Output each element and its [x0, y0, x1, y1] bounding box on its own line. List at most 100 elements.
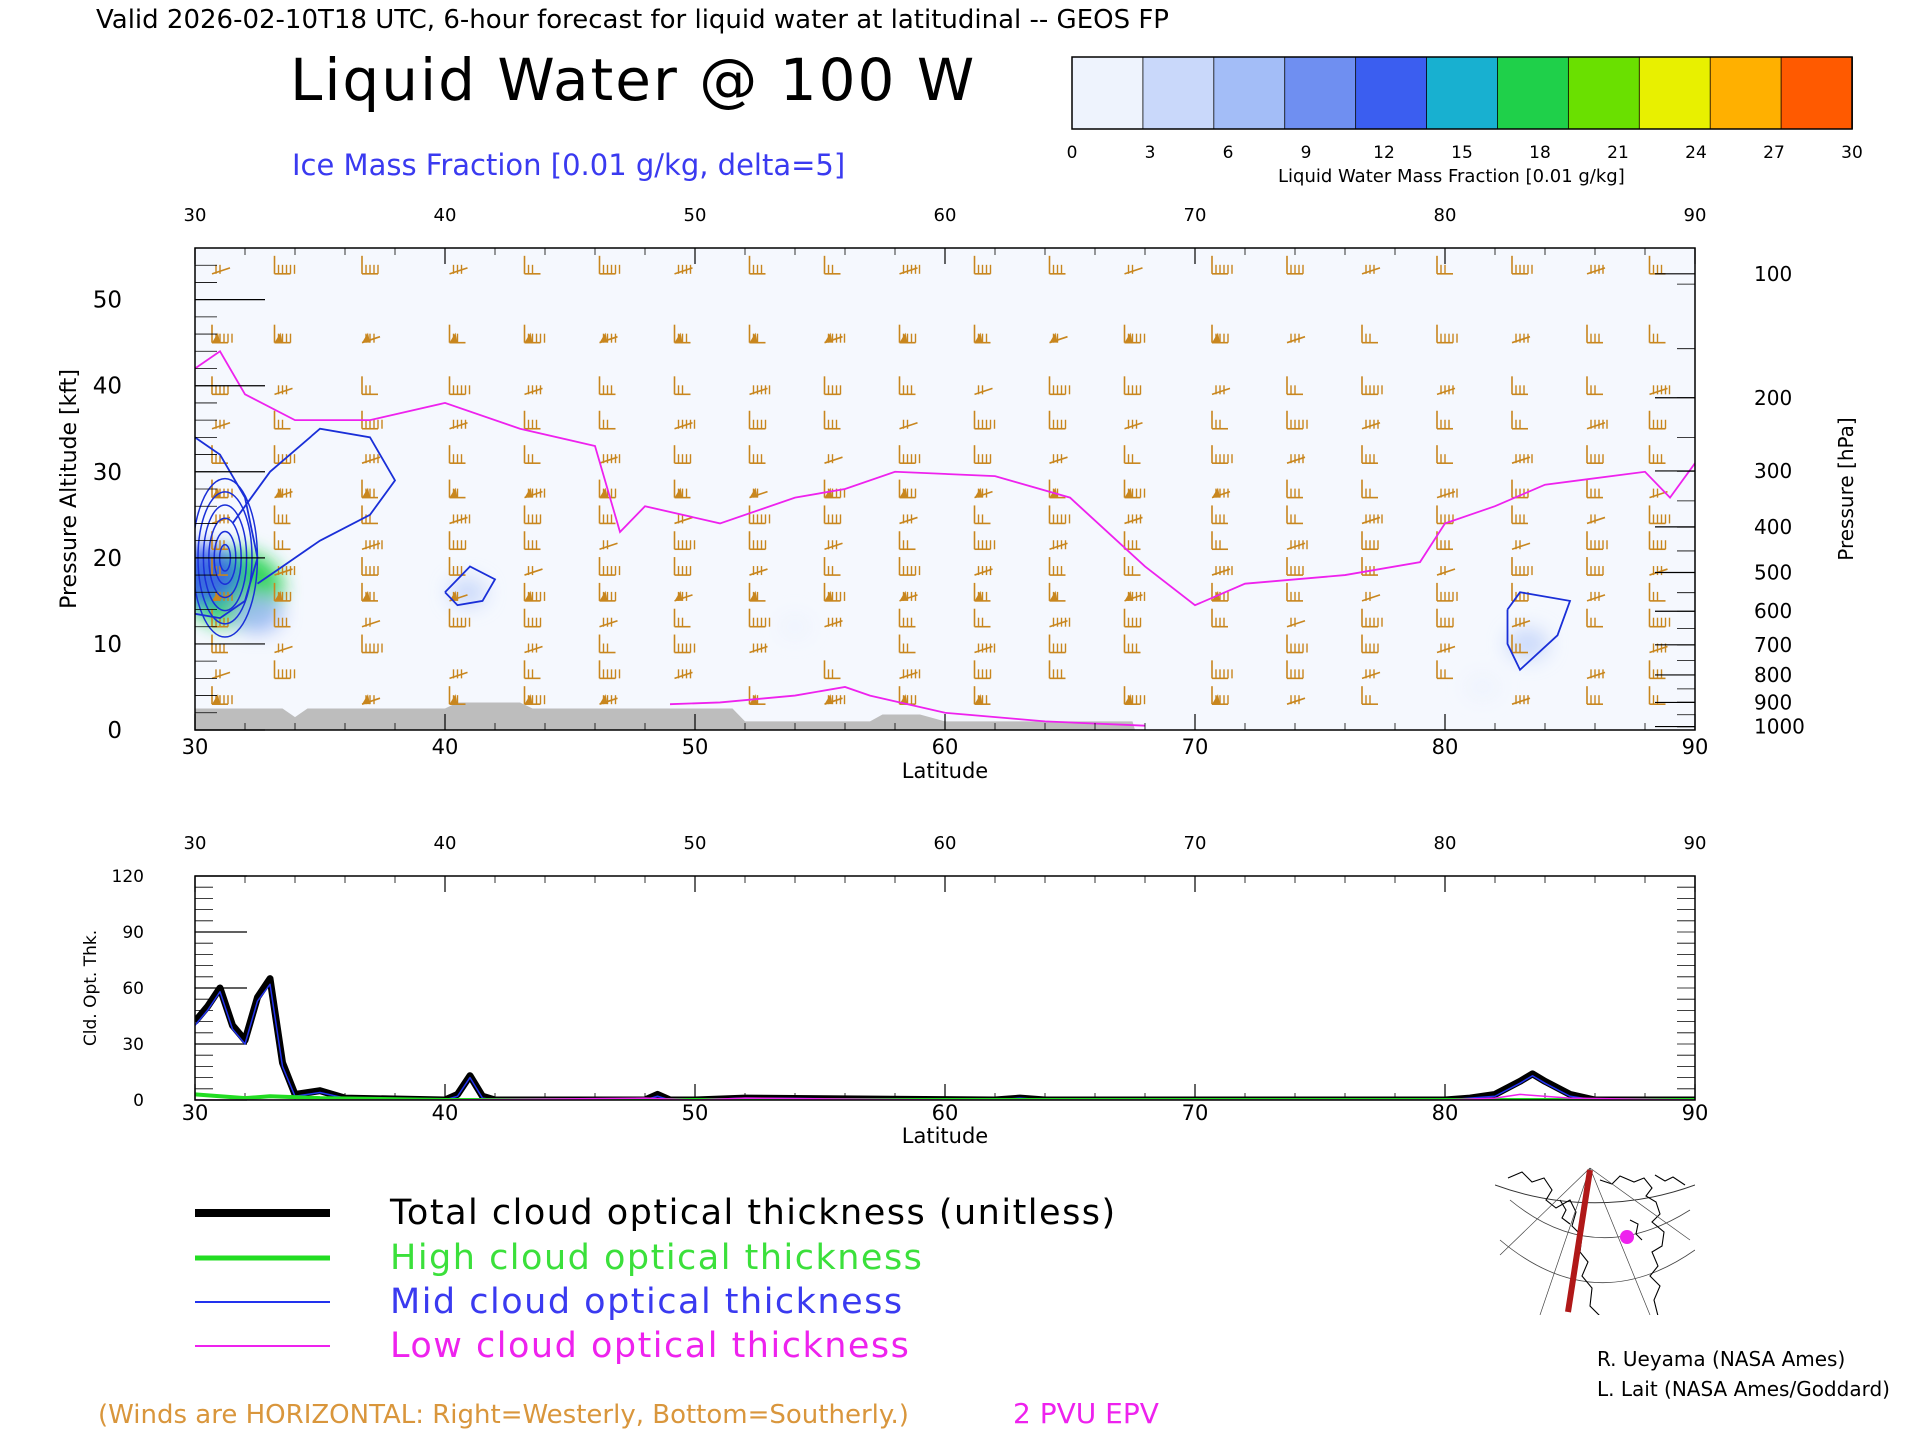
colorbar-tick-labels: 0 3 6 9 12 15 18 21 24 27 30 — [1067, 143, 1863, 163]
epv-lines — [195, 349, 1695, 727]
wind-barb — [673, 376, 691, 396]
wind-barb — [1123, 634, 1141, 654]
wind-barb — [1361, 514, 1383, 525]
wind-barb — [1048, 557, 1066, 576]
wind-barb — [361, 479, 378, 499]
wind-barb — [974, 643, 996, 654]
wind-barb — [673, 634, 696, 654]
top-x-tick-label: 70 — [1182, 735, 1209, 759]
wind-barb — [1123, 479, 1146, 499]
wind-barb — [523, 660, 541, 680]
wind-barb — [1436, 566, 1456, 576]
top-x-tick-label-upper: 80 — [1434, 205, 1457, 226]
wind-barb — [523, 324, 546, 344]
plot-title: Liquid Water @ 100 W — [290, 46, 976, 114]
top-y-tick-label: 50 — [93, 288, 122, 314]
bottom-y-tick-label: 60 — [122, 979, 144, 999]
wind-barb — [1211, 487, 1231, 499]
wind-barb — [898, 634, 916, 654]
wind-barb — [1049, 332, 1068, 344]
wind-barb — [1511, 255, 1533, 275]
wind-barb — [973, 255, 992, 275]
wind-barb — [1436, 608, 1454, 628]
wind-barb — [1286, 695, 1306, 705]
ice-contour — [444, 565, 497, 607]
top-x-tick-label-upper: 70 — [1184, 205, 1207, 226]
wind-barb — [449, 514, 471, 525]
wind-barb — [1586, 514, 1606, 525]
wind-barb — [749, 385, 771, 396]
wind-barb — [1049, 454, 1068, 464]
wind-barb — [1361, 264, 1381, 275]
wind-barb — [361, 582, 378, 602]
wind-barb — [599, 694, 618, 705]
wind-barb — [1286, 617, 1306, 628]
wind-barb — [674, 590, 693, 602]
wind-barb — [749, 487, 768, 499]
wind-barb — [1511, 410, 1528, 430]
top-xlabel: Latitude — [902, 759, 988, 783]
wind-barb — [973, 660, 992, 680]
wind-barb — [1436, 324, 1458, 344]
wind-barb — [598, 505, 616, 525]
bottom-x-tick-label: 60 — [932, 1101, 959, 1125]
pressure-tick-label: 400 — [1754, 515, 1792, 539]
epv-2pvu-line — [195, 349, 1695, 607]
wind-barb — [599, 454, 621, 464]
bottom-x-tick-label-upper: 70 — [1184, 833, 1207, 854]
top-x-tick-label-upper: 50 — [684, 205, 707, 226]
wind-barb — [1211, 324, 1229, 344]
wind-barb — [674, 669, 693, 680]
colorbar-tick-label: 18 — [1529, 143, 1551, 163]
wind-barb — [1361, 634, 1379, 654]
pressure-tick-label: 900 — [1754, 690, 1792, 714]
wind-barb — [1586, 376, 1603, 396]
wind-barb — [823, 660, 841, 680]
wind-barb — [1211, 566, 1233, 576]
credit-2: L. Lait (NASA Ames/Goddard) — [1597, 1377, 1890, 1401]
wind-barb — [1361, 669, 1381, 680]
wind-barb — [361, 557, 379, 576]
bottom-x-tick-label-upper: 80 — [1434, 833, 1457, 854]
pressure-tick-label: 300 — [1754, 459, 1792, 483]
wind-barb — [1123, 376, 1142, 396]
wind-barb — [598, 660, 621, 680]
wind-barb — [1511, 634, 1528, 654]
wind-barb — [1123, 445, 1141, 464]
wind-barb — [1511, 617, 1531, 628]
top-x-tick-label: 80 — [1432, 735, 1459, 759]
wind-barb — [273, 531, 291, 551]
colorbar-tick-label: 15 — [1451, 143, 1473, 163]
wind-barb — [599, 332, 618, 344]
top-x-tick-label: 40 — [432, 735, 459, 759]
wind-barb — [1361, 419, 1381, 430]
map-parallel-2 — [1499, 1239, 1695, 1283]
wind-barb — [1286, 454, 1306, 464]
wind-barb — [1049, 617, 1071, 628]
series-line-total — [195, 975, 1695, 1100]
wind-barb — [1211, 531, 1228, 551]
wind-barb — [1511, 695, 1531, 705]
wind-barb — [361, 454, 381, 464]
colorbar-cell — [1071, 56, 1144, 130]
wind-barb — [274, 487, 293, 499]
wind-barb — [748, 531, 767, 551]
wind-barb — [448, 479, 466, 499]
wind-barb — [823, 410, 841, 430]
wind-barb — [1436, 445, 1453, 464]
series-line-mid — [195, 983, 1695, 1100]
panel-background — [195, 248, 1695, 730]
wind-barb — [898, 376, 916, 396]
wind-barb — [523, 531, 541, 551]
wind-barb — [1586, 531, 1608, 551]
colorbar-label: Liquid Water Mass Fraction [0.01 g/kg] — [1278, 166, 1625, 187]
wind-barb — [1586, 479, 1603, 499]
top-axes: 3030404050506060707080809090010203040501… — [93, 205, 1805, 759]
bottom-y-tick-label: 0 — [133, 1091, 144, 1111]
liquid-water-blob — [779, 615, 811, 639]
wind-barb — [1648, 608, 1671, 628]
wind-barb — [1361, 376, 1383, 396]
ice-subtitle: Ice Mass Fraction [0.01 g/kg, delta=5] — [292, 148, 845, 182]
wind-barb — [524, 566, 543, 576]
